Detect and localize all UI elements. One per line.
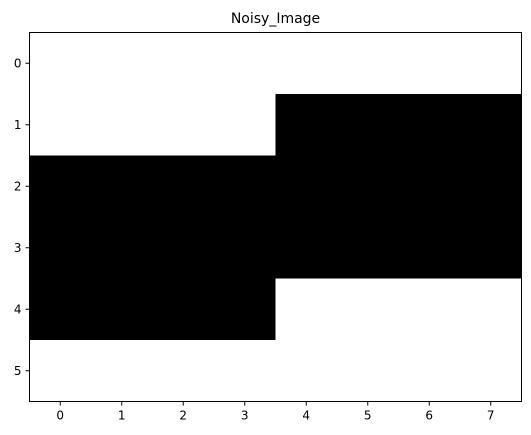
- heatmap-cell: [29, 217, 92, 279]
- heatmap-cell: [152, 32, 215, 95]
- heatmap-cell: [152, 278, 215, 341]
- x-tick-label: 2: [179, 409, 187, 423]
- heatmap-cell: [275, 217, 338, 279]
- heatmap-cell: [337, 217, 399, 279]
- heatmap-cell: [29, 155, 92, 218]
- heatmap-cell: [337, 94, 399, 156]
- x-tick-label: 1: [118, 409, 126, 423]
- heatmap-cell: [275, 155, 338, 218]
- heatmap-cell: [91, 155, 153, 218]
- heatmap-cell: [398, 340, 461, 402]
- heatmap-cell: [152, 340, 215, 402]
- plot-frame: [29, 32, 522, 402]
- heatmap-cell: [152, 217, 215, 279]
- heatmap-cell: [91, 217, 153, 279]
- x-tick-label: 3: [241, 409, 249, 423]
- heatmap-cell: [337, 340, 399, 402]
- heatmap-cells: [29, 32, 522, 402]
- heatmap-cell: [398, 155, 461, 218]
- heatmap-cell: [29, 32, 92, 95]
- heatmap-cell: [29, 340, 92, 402]
- heatmap-cell: [91, 340, 153, 402]
- y-axis: 0 1 2 3 4 5: [14, 56, 30, 378]
- heatmap-cell: [214, 340, 276, 402]
- x-tick-label: 6: [425, 409, 433, 423]
- heatmap-cell: [214, 32, 276, 95]
- heatmap-cell: [29, 94, 92, 156]
- heatmap-cell: [214, 278, 276, 341]
- chart-title: Noisy_Image: [231, 11, 320, 27]
- heatmap-cell: [275, 340, 338, 402]
- heatmap-cell: [460, 340, 522, 402]
- heatmap-cell: [275, 94, 338, 156]
- y-tick-label: 3: [14, 241, 22, 255]
- heatmap-cell: [29, 278, 92, 341]
- heatmap-cell: [337, 32, 399, 95]
- heatmap-cell: [275, 32, 338, 95]
- heatmap-cell: [91, 278, 153, 341]
- heatmap-cell: [398, 94, 461, 156]
- heatmap-cell: [398, 32, 461, 95]
- y-tick-label: 1: [14, 118, 22, 132]
- y-tick-label: 2: [14, 179, 22, 193]
- y-tick-label: 5: [14, 364, 22, 378]
- heatmap-cell: [214, 217, 276, 279]
- heatmap-cell: [152, 94, 215, 156]
- heatmap-cell: [91, 32, 153, 95]
- heatmap-cell: [398, 278, 461, 341]
- heatmap-cell: [460, 217, 522, 279]
- heatmap-cell: [214, 94, 276, 156]
- x-tick-label: 5: [364, 409, 372, 423]
- x-tick-label: 0: [56, 409, 64, 423]
- heatmap-cell: [337, 155, 399, 218]
- heatmap-cell: [152, 155, 215, 218]
- heatmap-cell: [460, 32, 522, 95]
- heatmap-cell: [275, 278, 338, 341]
- y-tick-label: 0: [14, 56, 22, 70]
- heatmap-cell: [91, 94, 153, 156]
- y-tick-label: 4: [14, 302, 22, 316]
- heatmap-cell: [214, 155, 276, 218]
- x-tick-label: 4: [302, 409, 310, 423]
- heatmap-cell: [460, 155, 522, 218]
- heatmap-cell: [460, 94, 522, 156]
- heatmap-cell: [337, 278, 399, 341]
- x-axis: 0 1 2 3 4 5 6 7: [56, 401, 495, 423]
- heatmap-cell: [460, 278, 522, 341]
- heatmap-cell: [398, 217, 461, 279]
- x-tick-label: 7: [487, 409, 495, 423]
